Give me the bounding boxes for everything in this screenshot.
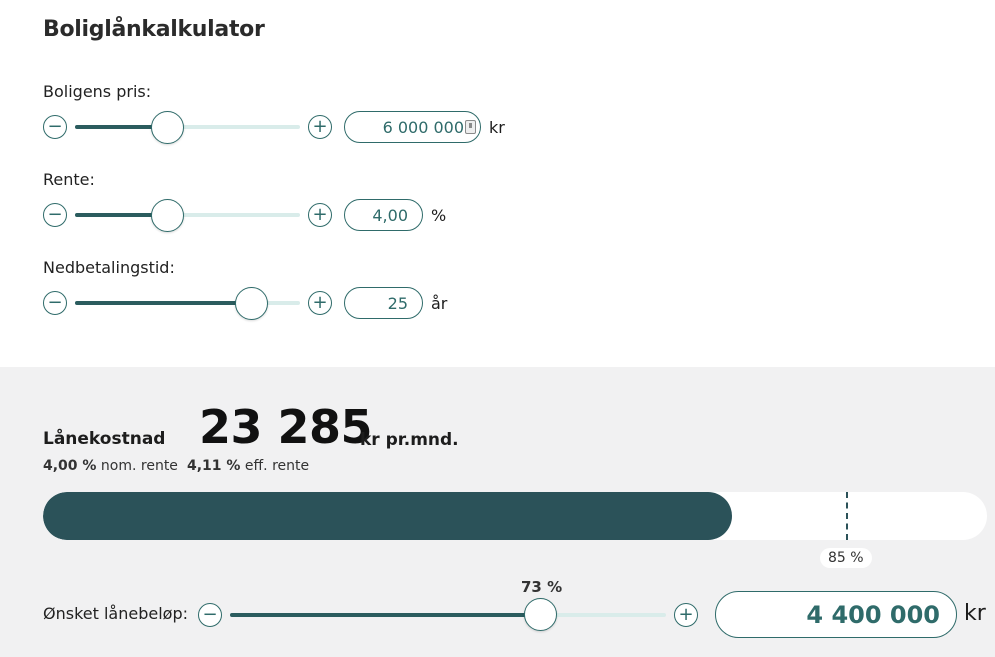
price-unit: kr xyxy=(489,118,505,137)
loan-amount-label: Ønsket lånebeløp: xyxy=(43,604,188,623)
effective-rate-label: eff. rente xyxy=(244,458,310,474)
loan-slider-thumb[interactable] xyxy=(523,598,557,631)
plus-icon: + xyxy=(312,203,328,225)
loan-decrease-button[interactable]: − xyxy=(198,603,222,627)
rate-slider-thumb[interactable] xyxy=(151,199,185,232)
loan-slider-fill xyxy=(230,613,540,617)
effective-rate: 4,11 % eff. rente xyxy=(187,458,309,474)
effective-rate-value: 4,11 % xyxy=(187,458,241,474)
rate-unit: % xyxy=(431,206,447,225)
term-label: Nedbetalingstid: xyxy=(43,258,175,277)
term-unit: år xyxy=(431,294,448,313)
monthly-cost-amount: 23 285 xyxy=(199,400,373,454)
rate-slider-fill xyxy=(75,213,168,217)
price-slider-thumb[interactable] xyxy=(151,111,185,144)
minus-icon: − xyxy=(47,203,63,225)
loan-amount-unit: kr xyxy=(964,601,986,626)
plus-icon: + xyxy=(678,603,694,625)
term-increase-button[interactable]: + xyxy=(308,291,332,315)
loan-cost-title: Lånekostnad xyxy=(43,429,166,449)
nominal-rate-value: 4,00 % xyxy=(43,458,97,474)
price-slider-track[interactable] xyxy=(75,125,300,129)
loan-ratio-bar xyxy=(43,492,987,540)
nominal-rate: 4,00 % nom. rente xyxy=(43,458,178,474)
loan-amount-input[interactable]: 4 400 000 xyxy=(715,591,957,638)
loan-slider-track[interactable] xyxy=(230,613,666,617)
loan-limit-label: 85 % xyxy=(820,548,872,568)
price-label: Boligens pris: xyxy=(43,82,152,101)
price-decrease-button[interactable]: − xyxy=(43,115,67,139)
plus-icon: + xyxy=(312,291,328,313)
rate-slider-track[interactable] xyxy=(75,213,300,217)
loan-ratio-fill xyxy=(43,492,733,540)
minus-icon: − xyxy=(47,115,63,137)
rate-input[interactable]: 4,00 xyxy=(344,199,423,231)
price-input[interactable]: 6 000 000 xyxy=(344,111,481,143)
loan-percent-label: 73 % xyxy=(521,578,563,596)
rate-increase-button[interactable]: + xyxy=(308,203,332,227)
loan-increase-button[interactable]: + xyxy=(674,603,698,627)
page-title: Boliglånkalkulator xyxy=(43,17,265,42)
term-input[interactable]: 25 xyxy=(344,287,423,319)
loan-limit-marker xyxy=(846,492,848,540)
price-slider-fill xyxy=(75,125,168,129)
rate-decrease-button[interactable]: − xyxy=(43,203,67,227)
nominal-rate-label: nom. rente xyxy=(100,458,178,474)
term-decrease-button[interactable]: − xyxy=(43,291,67,315)
rate-label: Rente: xyxy=(43,170,95,189)
term-value: 25 xyxy=(387,293,408,313)
plus-icon: + xyxy=(312,115,328,137)
term-slider-track[interactable] xyxy=(75,301,300,305)
term-slider-fill xyxy=(75,301,251,305)
loan-amount-value: 4 400 000 xyxy=(806,600,940,629)
rate-value: 4,00 xyxy=(372,205,408,225)
minus-icon: − xyxy=(47,291,63,313)
minus-icon: − xyxy=(202,603,218,625)
term-slider-thumb[interactable] xyxy=(234,287,268,320)
price-increase-button[interactable]: + xyxy=(308,115,332,139)
calculator-icon[interactable] xyxy=(465,120,476,134)
monthly-cost-unit: kr pr.mnd. xyxy=(360,430,459,450)
price-value: 6 000 000 xyxy=(382,117,464,137)
